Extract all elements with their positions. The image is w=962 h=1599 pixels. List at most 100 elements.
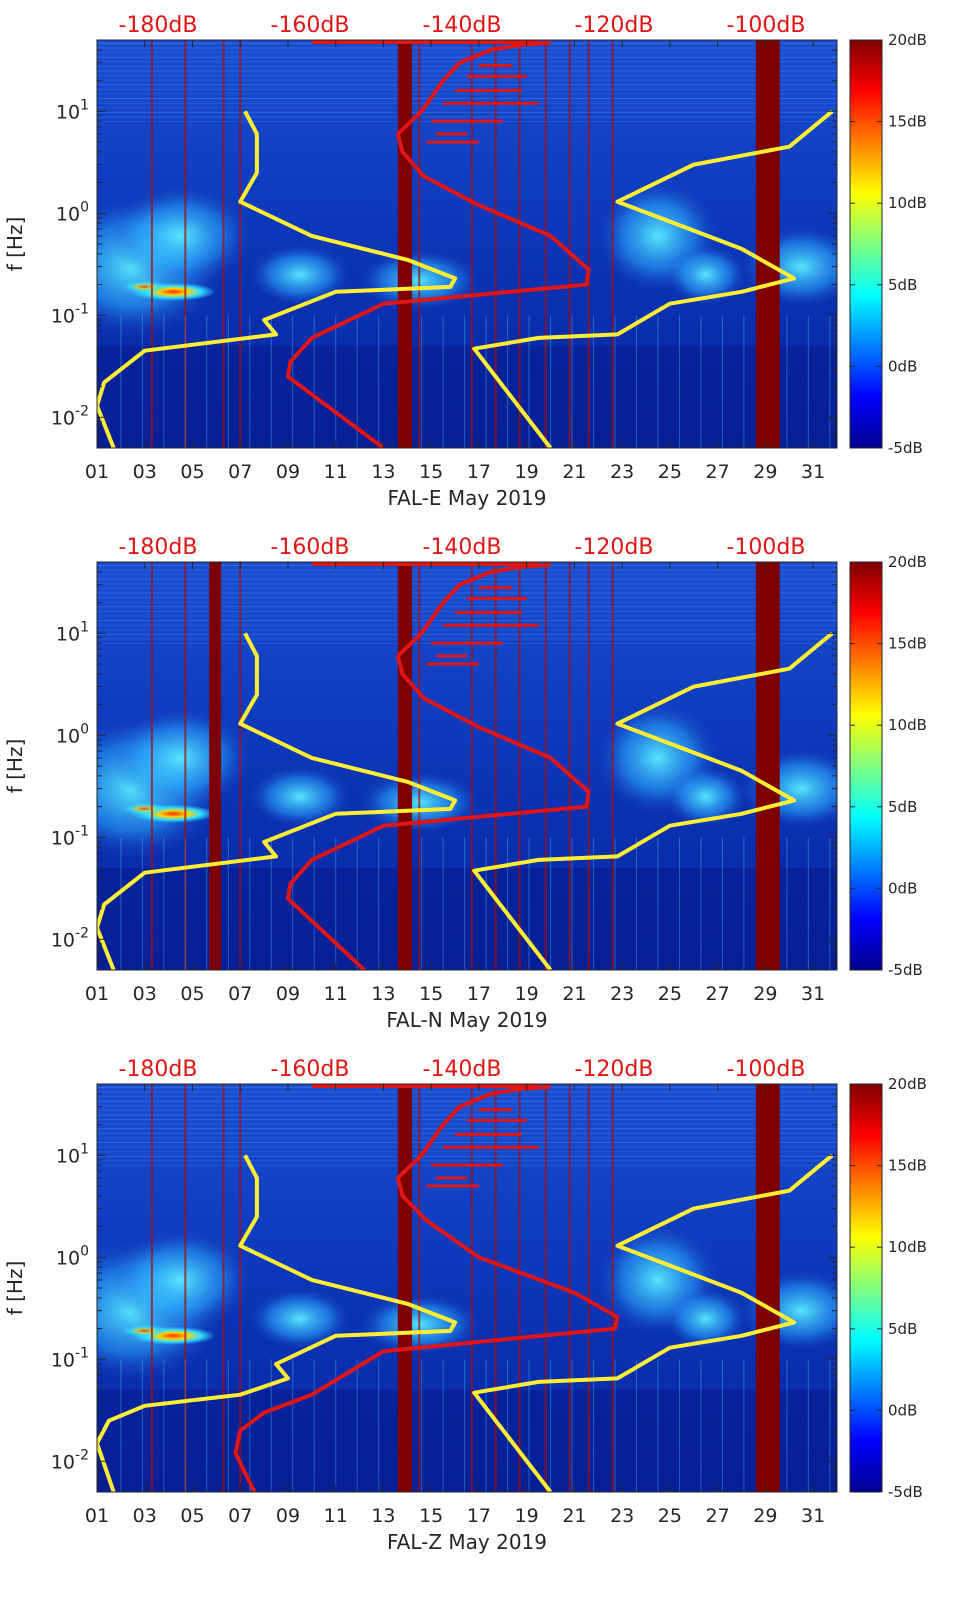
energy-patch — [110, 707, 251, 808]
y-tick-label: 10-1 — [51, 301, 89, 327]
energy-patch — [665, 766, 746, 827]
colorbar-label: 10dB — [888, 716, 927, 734]
yellow-curve-high — [472, 631, 834, 970]
y-tick-base: 10 — [56, 1247, 80, 1269]
y-tick-exponent: -1 — [75, 301, 89, 317]
colorbar-label: 15dB — [888, 635, 927, 653]
y-tick-label: 100 — [56, 199, 89, 225]
red-curve — [286, 40, 591, 448]
x-tick-label: 21 — [562, 1505, 586, 1527]
hot-spot — [122, 280, 167, 293]
x-tick-label: 31 — [801, 1505, 825, 1527]
colorbar-label: 5dB — [888, 798, 917, 816]
y-tick-exponent: -2 — [75, 925, 89, 941]
colorbar-label: 5dB — [888, 276, 917, 294]
energy-patch — [249, 766, 350, 827]
low-frequency-zone — [97, 868, 837, 970]
yellow-curve-low — [97, 632, 458, 970]
y-axis-title: f [Hz] — [3, 217, 27, 272]
x-tick-label: 01 — [85, 461, 109, 483]
x-tick-label: 05 — [180, 983, 204, 1005]
y-tick-label: 100 — [56, 721, 89, 747]
data-gap-band — [397, 40, 413, 448]
y-tick-exponent: 1 — [80, 619, 89, 635]
y-tick-exponent: -2 — [75, 403, 89, 419]
data-gap-band — [397, 562, 413, 970]
colorbar-label: 15dB — [888, 113, 927, 131]
yellow-curve-low — [97, 110, 458, 448]
colorbar — [849, 39, 883, 449]
x-tick-label: 07 — [228, 1505, 252, 1527]
energy-patch — [665, 244, 746, 305]
yellow-curve-low — [97, 1154, 458, 1492]
hot-spot — [122, 1324, 167, 1337]
spectrogram-field — [97, 562, 837, 970]
colorbar-label: 20dB — [888, 1075, 927, 1093]
x-axis-title: FAL-N May 2019 — [386, 1008, 547, 1032]
colorbar-label: -5dB — [888, 439, 923, 457]
colorbar-label: 20dB — [888, 31, 927, 49]
y-tick-exponent: 0 — [80, 721, 89, 737]
data-gap-band — [755, 1084, 780, 1492]
y-tick-base: 10 — [56, 203, 80, 225]
data-gap-band — [755, 562, 780, 970]
y-tick-label: 10-1 — [51, 1345, 89, 1371]
red-curve — [286, 562, 591, 970]
x-tick-label: 13 — [371, 461, 395, 483]
colorbar-label: -5dB — [888, 1483, 923, 1501]
x-tick-label: 17 — [467, 1505, 491, 1527]
x-tick-label: 11 — [324, 461, 348, 483]
y-tick-label: 101 — [56, 1141, 89, 1167]
top-db-label: -140dB — [423, 13, 502, 38]
y-tick-base: 10 — [56, 1145, 80, 1167]
top-db-label: -140dB — [423, 1057, 502, 1082]
x-tick-label: 03 — [133, 461, 157, 483]
colorbar-label: 10dB — [888, 194, 927, 212]
low-frequency-zone — [97, 346, 837, 448]
energy-patch — [249, 244, 350, 305]
y-tick-base: 10 — [56, 725, 80, 747]
colorbar-label: 0dB — [888, 357, 917, 375]
energy-patch — [665, 1288, 746, 1349]
x-tick-label: 09 — [276, 461, 300, 483]
x-tick-label: 25 — [658, 461, 682, 483]
x-tick-label: 07 — [228, 983, 252, 1005]
x-tick-label: 27 — [706, 461, 730, 483]
x-axis-title: FAL-E May 2019 — [388, 486, 547, 510]
y-tick-label: 10-2 — [51, 403, 89, 429]
panel-fal-z: 01 03 05 07 09 11 13 15 17 19 21 23 25 27 29 3110-210-1… — [3, 1057, 927, 1554]
x-tick-label: 11 — [324, 983, 348, 1005]
top-db-label: -100dB — [727, 13, 806, 38]
y-tick-base: 10 — [51, 929, 75, 951]
panel-fal-n: 01 03 05 07 09 11 13 15 17 19 21 23 25 27 29 3110-210-1… — [3, 535, 927, 1032]
colorbar — [849, 1083, 883, 1493]
colorbar-label: 20dB — [888, 553, 927, 571]
colorbar-label: 0dB — [888, 1401, 917, 1419]
top-db-label: -120dB — [575, 535, 654, 560]
x-tick-label: 03 — [133, 1505, 157, 1527]
y-tick-exponent: 1 — [80, 97, 89, 113]
y-tick-base: 10 — [51, 407, 75, 429]
energy-patch — [249, 1288, 350, 1349]
top-db-label: -160dB — [271, 535, 350, 560]
x-tick-label: 15 — [419, 983, 443, 1005]
x-tick-label: 21 — [562, 461, 586, 483]
x-tick-label: 29 — [753, 1505, 777, 1527]
y-tick-label: 10-2 — [51, 925, 89, 951]
x-tick-label: 19 — [515, 461, 539, 483]
x-tick-label: 23 — [610, 983, 634, 1005]
colorbar — [849, 561, 883, 971]
colorbar-label: 15dB — [888, 1157, 927, 1175]
top-db-label: -180dB — [119, 535, 198, 560]
x-tick-label: 19 — [515, 1505, 539, 1527]
y-tick-exponent: -1 — [75, 1345, 89, 1361]
y-tick-base: 10 — [56, 623, 80, 645]
y-tick-label: 100 — [56, 1243, 89, 1269]
x-tick-label: 03 — [133, 983, 157, 1005]
top-db-label: -180dB — [119, 13, 198, 38]
spectrogram-field — [97, 1084, 837, 1492]
x-tick-label: 21 — [562, 983, 586, 1005]
y-tick-exponent: -1 — [75, 823, 89, 839]
colorbar-label: 5dB — [888, 1320, 917, 1338]
colorbar-label: 0dB — [888, 879, 917, 897]
